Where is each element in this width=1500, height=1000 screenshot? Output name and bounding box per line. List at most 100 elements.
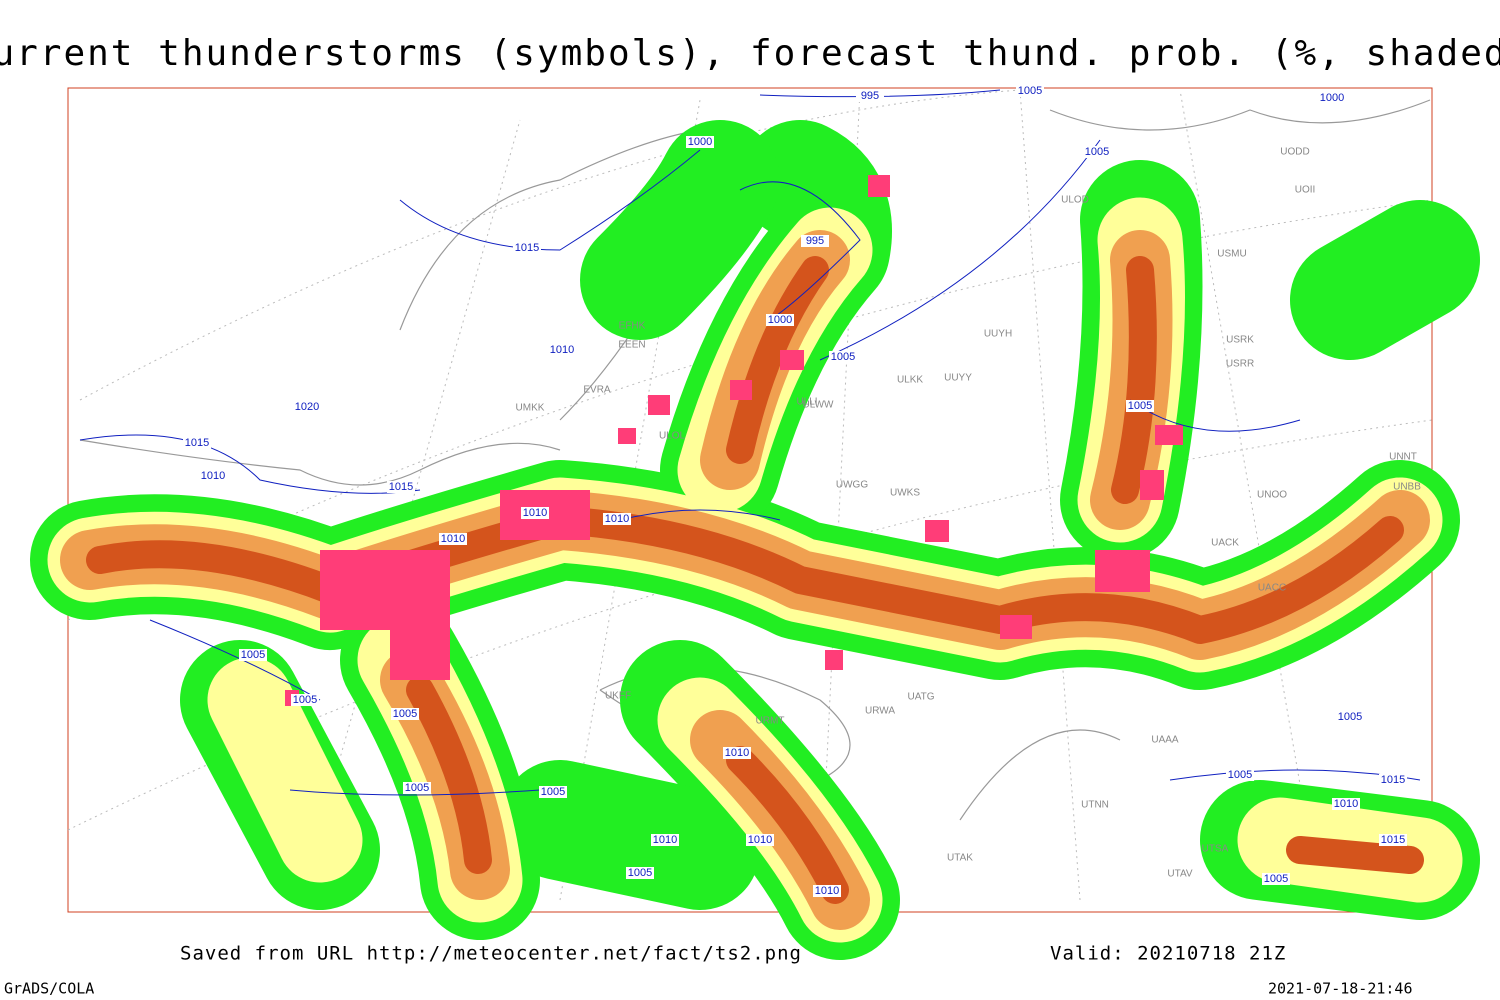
isobar-label-bg: [239, 649, 267, 661]
station-label: UMKK: [516, 403, 545, 414]
isobar-label-bg: [199, 470, 227, 482]
isobar-label: 1010: [815, 885, 839, 897]
isobar-label: 1010: [748, 834, 772, 846]
isobar-label-bg: [291, 694, 319, 706]
station-label: ULKK: [897, 375, 923, 386]
isobar-label: 1010: [550, 344, 574, 356]
station-label: UODD: [1280, 147, 1309, 158]
isobar-label-bg: [403, 782, 431, 794]
station-label: EFHK: [619, 321, 646, 332]
isobar-label: 1015: [1381, 774, 1405, 786]
isobar-label-bg: [856, 90, 884, 102]
isobar-label: 1005: [241, 649, 265, 661]
station-label: UUYY: [944, 373, 972, 384]
isobar-label-bg: [813, 885, 841, 897]
isobar-label-bg: [801, 235, 829, 247]
timestamp: 2021-07-18-21:46: [1268, 980, 1413, 998]
isobar-label-bg: [1379, 774, 1407, 786]
isobar-label: 1010: [605, 513, 629, 525]
station-label: UKFF: [605, 691, 631, 702]
isobar-label: 1005: [541, 786, 565, 798]
station-label: UATG: [907, 692, 934, 703]
station-label: USRK: [1226, 335, 1254, 346]
isobar-label-bg: [746, 834, 774, 846]
isobar-label: 1005: [831, 351, 855, 363]
isobar-label-bg: [1226, 769, 1254, 781]
station-label: UNOO: [1257, 490, 1287, 501]
station-label: ULWW: [803, 400, 834, 411]
isobar-label: 1015: [1381, 834, 1405, 846]
isobar-label: 1015: [389, 481, 413, 493]
isobar-label: 1005: [1228, 769, 1252, 781]
station-label: EVRA: [583, 385, 611, 396]
isobar-label-bg: [1262, 873, 1290, 885]
station-label: URMT: [756, 716, 785, 727]
isobar-label-bg: [1336, 711, 1364, 723]
isobar-label: 1010: [653, 834, 677, 846]
station-label: EEEN: [618, 340, 645, 351]
isobar-label-bg: [626, 867, 654, 879]
isobar-label: 1000: [688, 136, 712, 148]
isobar-label-bg: [1318, 92, 1346, 104]
isobar-labels: 995 1005 1000 1000 1005 995 1015 1010 1000 1005 10…: [183, 85, 1407, 897]
isobar-label-bg: [293, 401, 321, 413]
isobar-label: 1010: [725, 747, 749, 759]
station-label: UNBB: [1393, 482, 1421, 493]
station-label: UOII: [1295, 185, 1316, 196]
isobar-label-bg: [603, 513, 631, 525]
isobar-label-bg: [1126, 400, 1154, 412]
isobar-label-bg: [1332, 798, 1360, 810]
station-label: USRR: [1226, 359, 1254, 370]
station-label: UWKS: [890, 488, 920, 499]
source-url: Saved from URL http://meteocenter.net/fa…: [180, 943, 802, 965]
station-label: UACK: [1211, 538, 1239, 549]
software-credit: GrADS/COLA: [4, 980, 94, 998]
isobar-label: 1005: [405, 782, 429, 794]
isobar-label-bg: [513, 242, 541, 254]
isobar-label: 1005: [1085, 146, 1109, 158]
isobar-label-bg: [1083, 146, 1111, 158]
isobar-label-bg: [391, 708, 419, 720]
isobar-label-bg: [439, 533, 467, 545]
station-label: UWGG: [836, 480, 868, 491]
station-label: UTAK: [947, 853, 973, 864]
station-label: UACC: [1258, 583, 1286, 594]
isobar-label: 1015: [515, 242, 539, 254]
isobar-label: 1005: [1264, 873, 1288, 885]
isobar-label-bg: [548, 344, 576, 356]
station-label: UUYH: [984, 329, 1012, 340]
station-label: UTSA: [1202, 844, 1229, 855]
isobar-label-bg: [521, 507, 549, 519]
isobar-label: 1000: [768, 314, 792, 326]
isobar-label-bg: [1379, 834, 1407, 846]
isobar-label: 1000: [1320, 92, 1344, 104]
station-label: UNNT: [1389, 452, 1417, 463]
station-labels: EFHK EEEN EVRA UMKK ULOL ULLI ULKK UUYY ULWW UUYH…: [516, 147, 1422, 880]
isobar-label: 1005: [1338, 711, 1362, 723]
isobar-label-bg: [686, 136, 714, 148]
isobar-label: 1005: [393, 708, 417, 720]
isobar-label: 1005: [1018, 85, 1042, 97]
isobar-label-bg: [539, 786, 567, 798]
isobar-label: 1010: [1334, 798, 1358, 810]
isobar-label-bg: [766, 314, 794, 326]
map-area: [30, 87, 1480, 960]
station-label: UTAV: [1167, 869, 1193, 880]
station-label: USMU: [1217, 249, 1246, 260]
station-label: ULLI: [796, 397, 817, 408]
isobar-label: 1005: [293, 694, 317, 706]
isobar-label-bg: [651, 834, 679, 846]
isobar-label: 995: [806, 235, 824, 247]
isobar-label: 1005: [1128, 400, 1152, 412]
isobar-label: 1005: [628, 867, 652, 879]
map-title: Current thunderstorms (symbols), forecas…: [0, 33, 1500, 74]
station-label: ULOD: [1061, 195, 1089, 206]
isobar-label: 1015: [185, 437, 209, 449]
isobar-label: 1010: [441, 533, 465, 545]
isobar-label-bg: [387, 481, 415, 493]
isobar-label-bg: [829, 351, 857, 363]
station-label: ULOL: [659, 431, 686, 442]
isobar-label-bg: [1016, 85, 1044, 97]
station-label: UAAA: [1151, 735, 1179, 746]
